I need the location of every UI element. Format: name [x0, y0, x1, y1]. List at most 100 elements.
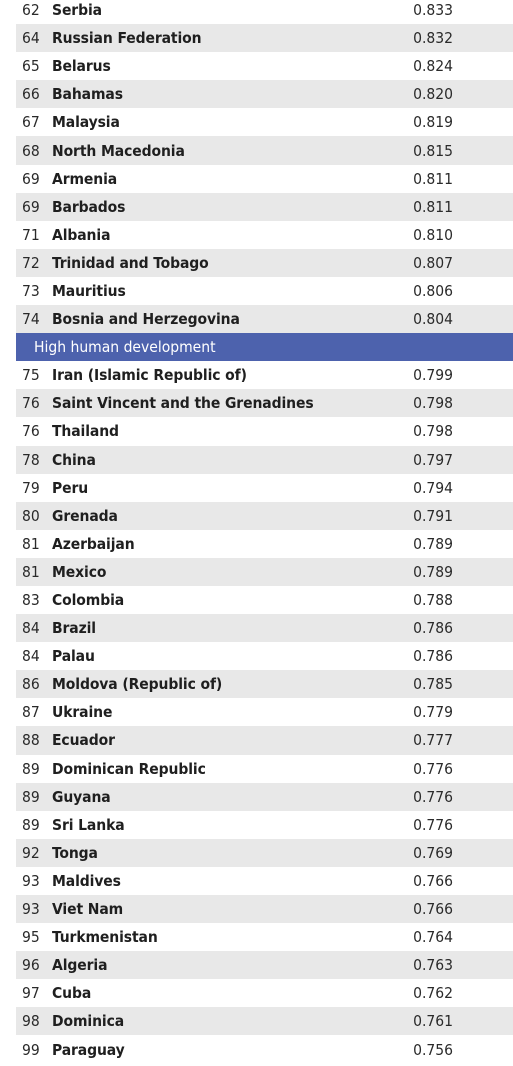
- section-header-label: High human development: [34, 338, 216, 357]
- country-cell: Viet Nam: [52, 900, 124, 919]
- country-cell: Sri Lanka: [52, 815, 125, 834]
- country-cell: Moldova (Republic of): [52, 675, 223, 694]
- table-row: 67 Malaysia 0.819: [16, 108, 513, 137]
- high-development-rows: 75 Iran (Islamic Republic of) 0.799 76 Saint…: [16, 361, 513, 1064]
- rank-cell: 81: [22, 562, 40, 581]
- rank-cell: 86: [22, 675, 40, 694]
- hdi-value-cell: 0.815: [413, 141, 453, 160]
- hdi-value-cell: 0.789: [413, 562, 453, 581]
- hdi-value-cell: 0.798: [413, 394, 453, 413]
- country-cell: Mauritius: [52, 281, 126, 300]
- hdi-value-cell: 0.804: [413, 310, 453, 329]
- hdi-ranking-table: 62 Serbia 0.833 64 Russian Federation 0.832 65…: [16, 0, 513, 1064]
- country-cell: Armenia: [52, 169, 118, 188]
- hdi-value-cell: 0.762: [413, 984, 453, 1003]
- table-row: 88 Ecuador 0.777: [16, 726, 513, 755]
- hdi-value-cell: 0.776: [413, 815, 453, 834]
- table-row: 81 Azerbaijan 0.789: [16, 529, 513, 558]
- table-row: 99 Paraguay 0.756: [16, 1035, 513, 1064]
- table-row: 62 Serbia 0.833: [16, 0, 513, 25]
- rank-cell: 89: [22, 759, 40, 778]
- country-cell: Palau: [52, 647, 95, 666]
- table-row: 96 Algeria 0.763: [16, 951, 513, 980]
- rank-cell: 79: [22, 478, 40, 497]
- table-row: 65 Belarus 0.824: [16, 52, 513, 81]
- table-row: 74 Bosnia and Herzegovina 0.804: [16, 305, 513, 334]
- table-row: 97 Cuba 0.762: [16, 979, 513, 1008]
- hdi-value-cell: 0.811: [413, 197, 453, 216]
- rank-cell: 87: [22, 703, 40, 722]
- hdi-value-cell: 0.806: [413, 281, 453, 300]
- country-cell: Mexico: [52, 562, 107, 581]
- hdi-value-cell: 0.761: [413, 1012, 453, 1031]
- hdi-value-cell: 0.807: [413, 253, 453, 272]
- table-row: 89 Sri Lanka 0.776: [16, 810, 513, 839]
- country-cell: Bahamas: [52, 85, 123, 104]
- rank-cell: 92: [22, 843, 40, 862]
- table-row: 81 Mexico 0.789: [16, 557, 513, 586]
- section-header-high-development: High human development: [16, 333, 513, 362]
- rank-cell: 69: [22, 197, 40, 216]
- rank-cell: 88: [22, 731, 40, 750]
- table-row: 69 Armenia 0.811: [16, 164, 513, 193]
- country-cell: Belarus: [52, 57, 111, 76]
- country-cell: Ecuador: [52, 731, 115, 750]
- rank-cell: 80: [22, 506, 40, 525]
- country-cell: Colombia: [52, 591, 125, 610]
- country-cell: Thailand: [52, 422, 119, 441]
- rank-cell: 74: [22, 310, 40, 329]
- country-cell: Grenada: [52, 506, 118, 525]
- rank-cell: 69: [22, 169, 40, 188]
- country-cell: Barbados: [52, 197, 126, 216]
- country-cell: Saint Vincent and the Grenadines: [52, 394, 314, 413]
- country-cell: Maldives: [52, 871, 121, 890]
- country-cell: Algeria: [52, 956, 108, 975]
- rank-cell: 62: [22, 1, 40, 20]
- rank-cell: 71: [22, 225, 40, 244]
- rank-cell: 89: [22, 787, 40, 806]
- table-row: 89 Guyana 0.776: [16, 782, 513, 811]
- hdi-value-cell: 0.785: [413, 675, 453, 694]
- rank-cell: 75: [22, 366, 40, 385]
- rank-cell: 93: [22, 900, 40, 919]
- country-cell: China: [52, 450, 96, 469]
- country-cell: Brazil: [52, 619, 96, 638]
- table-row: 76 Saint Vincent and the Grenadines 0.798: [16, 389, 513, 418]
- table-row: 75 Iran (Islamic Republic of) 0.799: [16, 361, 513, 390]
- hdi-value-cell: 0.832: [413, 29, 453, 48]
- country-cell: Paraguay: [52, 1040, 125, 1059]
- rank-cell: 84: [22, 619, 40, 638]
- rank-cell: 78: [22, 450, 40, 469]
- hdi-value-cell: 0.769: [413, 843, 453, 862]
- rank-cell: 96: [22, 956, 40, 975]
- hdi-value-cell: 0.799: [413, 366, 453, 385]
- rank-cell: 68: [22, 141, 40, 160]
- rank-cell: 67: [22, 113, 40, 132]
- rank-cell: 84: [22, 647, 40, 666]
- very-high-development-rows: 62 Serbia 0.833 64 Russian Federation 0.832 65…: [16, 0, 513, 334]
- table-row: 92 Tonga 0.769: [16, 838, 513, 867]
- hdi-value-cell: 0.789: [413, 534, 453, 553]
- rank-cell: 95: [22, 928, 40, 947]
- country-cell: Dominican Republic: [52, 759, 206, 778]
- country-cell: Cuba: [52, 984, 92, 1003]
- country-cell: Guyana: [52, 787, 111, 806]
- country-cell: Peru: [52, 478, 89, 497]
- rank-cell: 83: [22, 591, 40, 610]
- table-row: 73 Mauritius 0.806: [16, 276, 513, 306]
- rank-cell: 81: [22, 534, 40, 553]
- country-cell: Ukraine: [52, 703, 113, 722]
- hdi-value-cell: 0.833: [413, 1, 453, 20]
- country-cell: Malaysia: [52, 113, 120, 132]
- table-row: 64 Russian Federation 0.832: [16, 24, 513, 53]
- table-row: 69 Barbados 0.811: [16, 192, 513, 221]
- table-row: 98 Dominica 0.761: [16, 1007, 513, 1036]
- table-row: 68 North Macedonia 0.815: [16, 136, 513, 165]
- rank-cell: 66: [22, 85, 40, 104]
- table-row: 83 Colombia 0.788: [16, 585, 513, 615]
- table-row: 84 Palau 0.786: [16, 642, 513, 671]
- hdi-value-cell: 0.776: [413, 787, 453, 806]
- country-cell: Albania: [52, 225, 111, 244]
- hdi-value-cell: 0.791: [413, 506, 453, 525]
- hdi-value-cell: 0.786: [413, 647, 453, 666]
